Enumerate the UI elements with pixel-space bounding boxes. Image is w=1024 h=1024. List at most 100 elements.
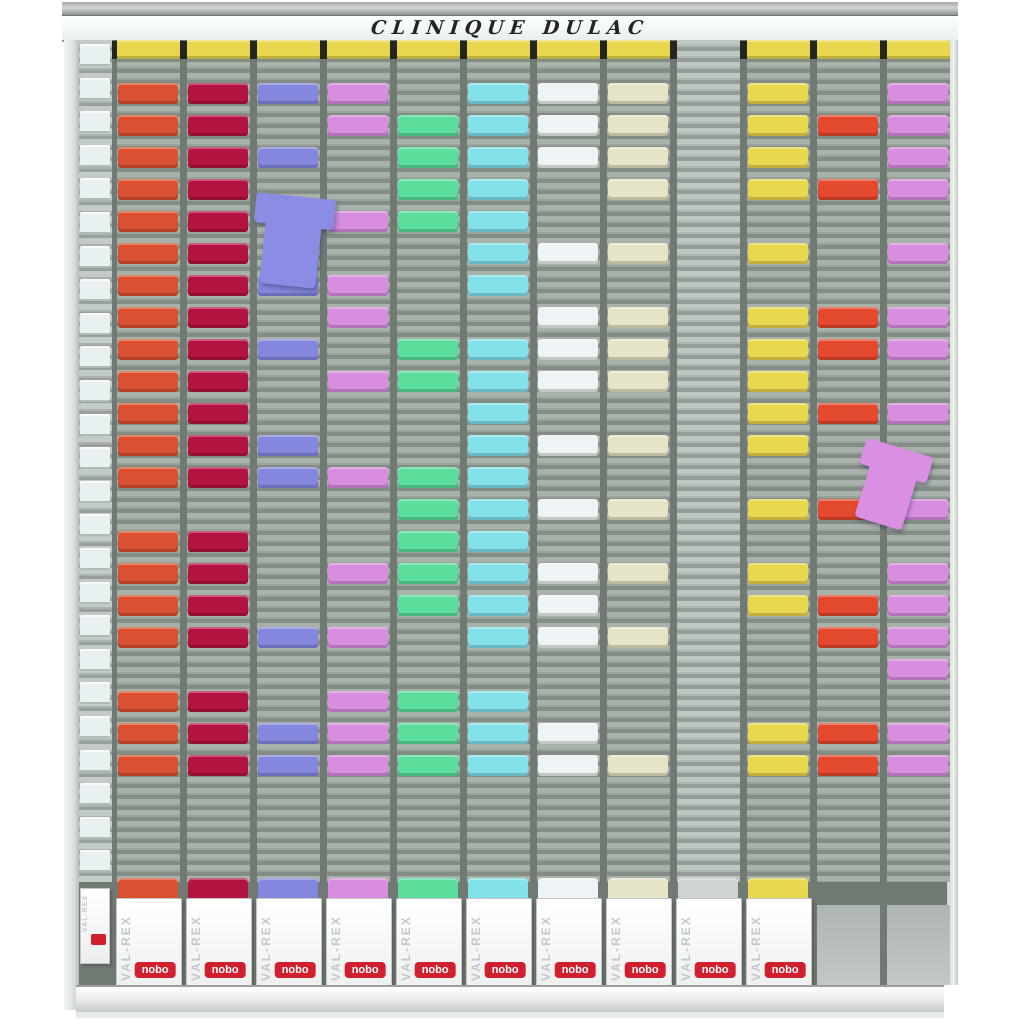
t-card[interactable]: [888, 243, 948, 264]
index-tab[interactable]: [80, 480, 110, 503]
t-card[interactable]: [188, 339, 248, 360]
card-pocket[interactable]: VAL-REX nobo: [746, 898, 812, 987]
column-header-card[interactable]: [327, 40, 390, 59]
t-card[interactable]: [118, 595, 178, 616]
t-card[interactable]: [118, 563, 178, 584]
t-card[interactable]: [888, 307, 948, 328]
t-card[interactable]: [188, 723, 248, 744]
t-card[interactable]: [398, 595, 458, 616]
t-card[interactable]: [328, 211, 388, 232]
index-tab[interactable]: [80, 144, 110, 167]
t-card[interactable]: [468, 627, 528, 648]
index-tab[interactable]: [80, 111, 110, 134]
t-card[interactable]: [538, 435, 598, 456]
t-card[interactable]: [468, 211, 528, 232]
t-card[interactable]: [608, 563, 668, 584]
t-card[interactable]: [188, 83, 248, 104]
t-card[interactable]: [398, 371, 458, 392]
card-pocket[interactable]: VAL-REX nobo: [396, 898, 462, 987]
t-card[interactable]: [608, 307, 668, 328]
index-tab[interactable]: [80, 514, 110, 537]
t-card[interactable]: [258, 723, 318, 744]
t-card[interactable]: [118, 723, 178, 744]
index-tab[interactable]: [80, 178, 110, 201]
index-tab[interactable]: [80, 212, 110, 234]
card-pocket[interactable]: VAL-REX nobo: [186, 898, 252, 987]
t-card[interactable]: [748, 147, 808, 168]
t-card[interactable]: [188, 691, 248, 712]
t-card[interactable]: [188, 179, 248, 200]
t-card[interactable]: [538, 243, 598, 264]
index-tab[interactable]: [80, 548, 110, 570]
index-tab[interactable]: [80, 850, 110, 873]
t-card[interactable]: [398, 723, 458, 744]
t-card[interactable]: [328, 467, 388, 488]
column-header-card[interactable]: [397, 40, 460, 59]
t-card[interactable]: [608, 435, 668, 456]
t-card[interactable]: [468, 499, 528, 520]
index-tab[interactable]: [80, 279, 110, 302]
t-card[interactable]: [748, 307, 808, 328]
t-card[interactable]: [538, 499, 598, 520]
t-card[interactable]: [888, 659, 948, 680]
column-header-card[interactable]: [817, 40, 880, 59]
t-card[interactable]: [118, 403, 178, 424]
index-tab[interactable]: [80, 648, 110, 671]
index-tab[interactable]: [80, 245, 110, 268]
column-header-card[interactable]: [887, 40, 950, 59]
t-card[interactable]: [818, 115, 878, 136]
t-card[interactable]: [888, 627, 948, 648]
index-tab[interactable]: [80, 312, 110, 335]
t-card[interactable]: [118, 307, 178, 328]
index-tab[interactable]: [80, 716, 110, 738]
column-header-card[interactable]: [607, 40, 670, 59]
index-tab[interactable]: [80, 749, 110, 772]
t-card[interactable]: [118, 435, 178, 456]
t-card[interactable]: [818, 179, 878, 200]
t-card[interactable]: [538, 339, 598, 360]
t-card[interactable]: [818, 307, 878, 328]
t-card[interactable]: [118, 275, 178, 296]
t-card[interactable]: [328, 723, 388, 744]
t-card[interactable]: [748, 499, 808, 520]
card-pocket[interactable]: VAL-REX nobo: [536, 898, 602, 987]
t-card[interactable]: [748, 179, 808, 200]
t-card[interactable]: [258, 83, 318, 104]
t-card[interactable]: [748, 755, 808, 776]
t-card[interactable]: [188, 755, 248, 776]
card-pocket[interactable]: VAL-REX nobo: [326, 898, 392, 987]
t-card[interactable]: [468, 371, 528, 392]
t-card[interactable]: [608, 147, 668, 168]
index-tab[interactable]: [80, 816, 110, 839]
t-card[interactable]: [608, 115, 668, 136]
column-header-card[interactable]: [187, 40, 250, 59]
t-card[interactable]: [608, 755, 668, 776]
index-tab[interactable]: [80, 77, 110, 100]
t-card[interactable]: [188, 211, 248, 232]
t-card[interactable]: [818, 627, 878, 648]
t-card[interactable]: [468, 403, 528, 424]
t-card[interactable]: [188, 467, 248, 488]
index-tab[interactable]: [80, 346, 110, 369]
t-card[interactable]: [118, 147, 178, 168]
t-card[interactable]: [538, 627, 598, 648]
t-card[interactable]: [748, 435, 808, 456]
t-card[interactable]: [258, 147, 318, 168]
t-card[interactable]: [748, 403, 808, 424]
column-header-card[interactable]: [257, 40, 320, 59]
card-pocket[interactable]: VAL-REX nobo: [676, 898, 742, 987]
t-card[interactable]: [468, 147, 528, 168]
t-card[interactable]: [538, 755, 598, 776]
t-card[interactable]: [538, 563, 598, 584]
t-card[interactable]: [888, 339, 948, 360]
t-card[interactable]: [398, 467, 458, 488]
index-mini-pocket[interactable]: VAL-REX: [80, 888, 110, 964]
t-card[interactable]: [118, 691, 178, 712]
t-card[interactable]: [538, 723, 598, 744]
t-card[interactable]: [258, 755, 318, 776]
t-card[interactable]: [748, 595, 808, 616]
t-card[interactable]: [328, 307, 388, 328]
t-card[interactable]: [188, 243, 248, 264]
t-card[interactable]: [818, 755, 878, 776]
t-card[interactable]: [538, 595, 598, 616]
